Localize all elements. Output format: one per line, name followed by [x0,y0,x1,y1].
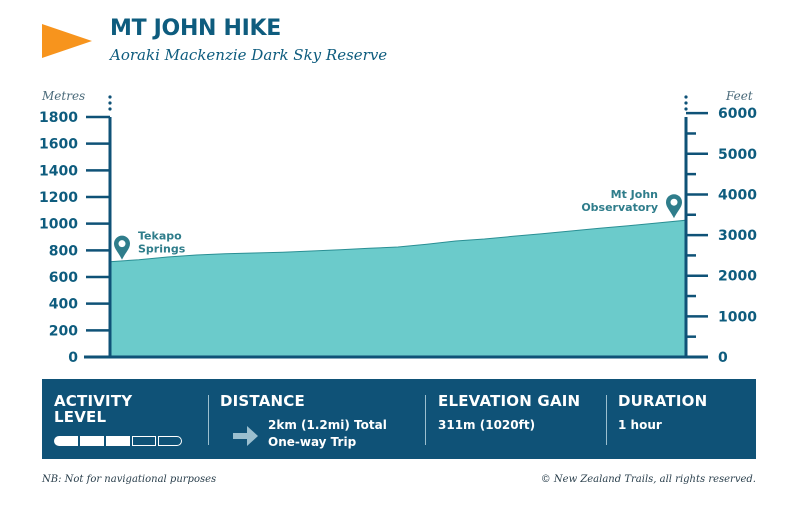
left-axis-ticks: 1800 1600 1400 1200 1000 800 600 400 200 0 [39,110,110,366]
pin-body [666,194,682,219]
elevation-chart: Metres Feet 1800 1600 1400 1200 1000 800 600 40… [39,89,757,366]
pin-body [114,235,130,260]
activity-heading-line2: LEVEL [54,408,107,426]
right-tick-label: 0 [718,350,728,366]
right-axis-ticks: 6000 5000 4000 3000 2000 1000 0 [686,106,757,366]
activity-level-bar [54,436,182,446]
left-tick-label: 1800 [39,110,78,126]
duration-section: DURATION 1 hour [618,379,748,459]
right-tick-label: 2000 [718,269,757,285]
right-tick-label: 4000 [718,187,757,203]
distance-heading: DISTANCE [220,392,305,410]
distance-line1: 2km (1.2mi) Total [268,418,387,432]
right-tick-label: 3000 [718,228,757,244]
activity-heading-line1: ACTIVITY [54,392,133,410]
stats-panel: ACTIVITY LEVEL DISTANCE 2km (1.2mi) Tota… [42,379,756,459]
left-tick-label: 1000 [39,217,78,233]
elevation-area [109,219,687,358]
map-pin-icon [666,194,682,219]
left-axis-dots [108,95,112,111]
duration-heading: DURATION [618,392,708,410]
right-tick-label: 1000 [718,309,757,325]
axis-dot [108,101,112,105]
right-tick-label: 6000 [718,106,757,122]
activity-level-segment [54,436,78,446]
pin-hole [670,198,678,206]
footer-copyright: © New Zealand Trails, all rights reserve… [540,474,756,485]
footer-note: NB: Not for navigational purposes [42,474,217,485]
left-tick-label: 1400 [39,163,78,179]
arrow-right-icon [233,426,258,446]
divider [606,395,607,445]
map-pin-icon [114,235,130,260]
activity-level-segment [106,436,130,446]
activity-level-segment [158,436,182,446]
left-tick-label: 1600 [39,137,78,153]
distance-line2: One-way Trip [268,435,357,449]
activity-heading: ACTIVITY LEVEL [54,393,132,425]
left-tick-label: 0 [68,350,78,366]
left-tick-label: 1200 [39,190,78,206]
divider [208,395,209,445]
axis-dot [684,107,688,111]
left-tick-label: 400 [49,297,78,313]
marker-label-line2: Springs [138,243,186,256]
right-axis-dots [684,95,688,111]
marker-label-line2: Observatory [581,201,658,214]
left-tick-label: 200 [49,323,78,339]
distance-section: DISTANCE 2km (1.2mi) Total One-way Trip [220,379,420,459]
left-tick-label: 800 [49,243,78,259]
activity-level-segment [132,436,156,446]
left-axis-title: Metres [41,89,85,103]
left-tick-label: 600 [49,270,78,286]
axis-dot [684,101,688,105]
elevation-section: ELEVATION GAIN 311m (1020ft) [438,379,598,459]
elevation-heading: ELEVATION GAIN [438,392,581,410]
axis-dot [684,95,688,99]
marker-label-line1: Tekapo [138,230,182,243]
axis-dot [108,107,112,111]
activity-section: ACTIVITY LEVEL [54,379,204,459]
elevation-value: 311m (1020ft) [438,418,536,432]
page-title: MT JOHN HIKE [110,16,282,41]
divider [425,395,426,445]
marker-label-line1: Mt John [611,188,658,201]
flag-icon [42,24,92,58]
right-axis-title: Feet [725,89,753,103]
axis-dot [108,95,112,99]
page-subtitle: Aoraki Mackenzie Dark Sky Reserve [110,46,388,64]
pin-hole [118,240,126,248]
right-tick-label: 5000 [718,147,757,163]
duration-value: 1 hour [618,418,662,432]
activity-level-segment [80,436,104,446]
distance-value: 2km (1.2mi) Total One-way Trip [268,417,387,451]
